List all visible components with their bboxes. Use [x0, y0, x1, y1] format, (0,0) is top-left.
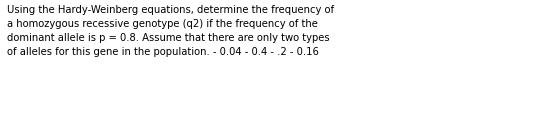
Text: Using the Hardy-Weinberg equations, determine the frequency of
a homozygous rece: Using the Hardy-Weinberg equations, dete…: [7, 5, 334, 57]
